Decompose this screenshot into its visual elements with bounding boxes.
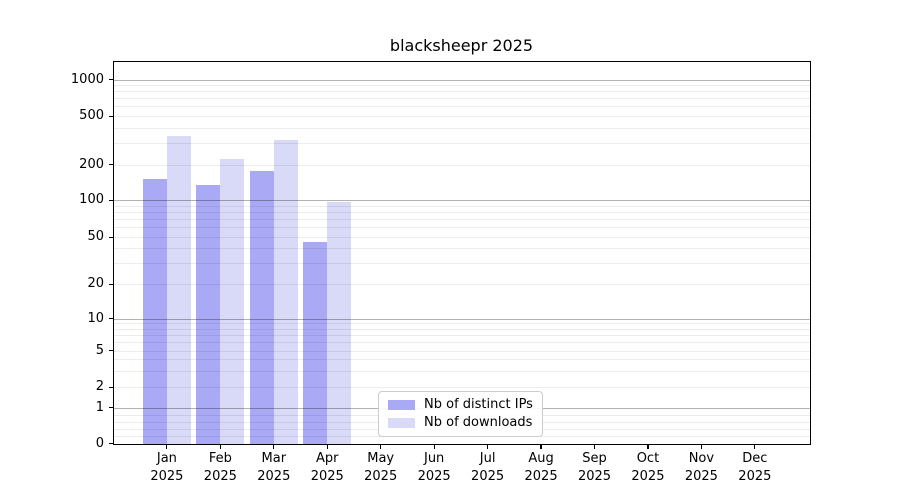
legend-label-0: Nb of distinct IPs — [424, 397, 533, 412]
y-tick-label: 10 — [87, 310, 104, 326]
y-tick-label: 2 — [95, 379, 104, 394]
gridline-minor — [114, 237, 810, 238]
x-tick-mark — [166, 445, 168, 449]
x-tick-label-may: May 2025 — [364, 451, 398, 484]
chart-title: blacksheepr 2025 — [389, 36, 534, 55]
x-tick-label-jan: Jan 2025 — [150, 451, 184, 484]
y-tick-mark — [109, 79, 113, 81]
x-tick-label-aug: Aug 2025 — [524, 451, 558, 484]
x-tick-mark — [487, 445, 489, 449]
x-tick-label-apr: Apr 2025 — [310, 451, 344, 484]
x-tick-label-nov: Nov 2025 — [684, 451, 718, 484]
gridline-minor — [114, 334, 810, 336]
y-tick-mark — [109, 350, 113, 352]
x-tick-label-dec: Dec 2025 — [738, 451, 772, 484]
x-tick-mark — [700, 445, 702, 449]
gridline-minor — [114, 323, 810, 325]
x-tick-label-mar: Mar 2025 — [257, 451, 291, 484]
bar-distinct-ips-mar — [249, 171, 274, 445]
bar-distinct-ips-feb — [196, 184, 221, 445]
gridline-minor — [114, 106, 810, 108]
y-tick-label: 5 — [95, 342, 104, 358]
gridline-minor — [114, 98, 810, 100]
gridline-minor — [114, 91, 810, 93]
gridline-minor — [114, 387, 810, 388]
x-tick-label-oct: Oct 2025 — [631, 451, 665, 484]
y-tick-mark — [109, 115, 113, 117]
y-tick-mark — [109, 236, 113, 238]
x-tick-label-jun: Jun 2025 — [417, 451, 451, 484]
gridline-minor — [114, 248, 810, 250]
gridline-minor — [114, 350, 810, 352]
legend-item-downloads: Nb of downloads — [388, 415, 533, 430]
y-tick-mark — [109, 164, 113, 166]
gridline-minor — [114, 116, 810, 117]
x-tick-mark — [273, 445, 275, 449]
x-tick-label-sep: Sep 2025 — [577, 451, 612, 484]
gridline-minor — [114, 342, 810, 344]
gridline-minor — [114, 263, 810, 265]
y-tick-mark — [109, 407, 113, 409]
x-tick-mark — [540, 445, 542, 449]
y-tick-label: 1000 — [70, 71, 104, 87]
y-tick-mark — [109, 318, 113, 320]
x-tick-label-feb: Feb 2025 — [203, 451, 237, 484]
legend-swatch-1 — [388, 417, 415, 428]
y-tick-label: 20 — [87, 276, 104, 291]
legend-label-1: Nb of downloads — [424, 415, 533, 430]
y-tick-mark — [109, 443, 113, 445]
bar-downloads-apr — [327, 202, 352, 445]
x-tick-mark — [593, 445, 596, 449]
y-tick-label: 200 — [79, 156, 104, 172]
y-tick-label: 500 — [79, 108, 104, 123]
x-tick-mark — [219, 445, 221, 449]
y-tick-label: 50 — [87, 229, 104, 244]
x-tick-label-jul: Jul 2025 — [471, 451, 505, 484]
y-tick-mark — [109, 199, 113, 201]
y-tick-label: 0 — [95, 435, 104, 451]
bar-downloads-jan — [166, 136, 191, 445]
gridline-major — [114, 200, 810, 201]
gridline-minor — [114, 85, 810, 87]
bar-distinct-ips-apr — [303, 242, 328, 445]
y-tick-label: 100 — [79, 192, 104, 207]
bar-distinct-ips-jan — [142, 179, 167, 445]
x-tick-mark — [647, 445, 649, 449]
y-tick-label: 1 — [95, 399, 104, 415]
bar-downloads-mar — [273, 140, 298, 445]
gridline-minor — [114, 143, 810, 145]
gridline-minor — [114, 211, 810, 213]
x-tick-mark — [754, 445, 756, 449]
legend-swatch-0 — [388, 399, 415, 410]
legend: Nb of distinct IPs Nb of downloads — [378, 391, 543, 437]
x-tick-mark — [326, 445, 328, 449]
gridline-minor — [114, 359, 810, 361]
gridline-minor — [114, 164, 810, 166]
gridline-minor — [114, 219, 810, 221]
gridline-minor — [114, 284, 810, 285]
gridline-minor — [114, 127, 810, 129]
y-tick-mark — [109, 283, 113, 285]
y-tick-mark — [109, 386, 113, 388]
gridline-major — [114, 79, 810, 81]
gridline-minor — [114, 205, 810, 207]
gridline-minor — [114, 328, 810, 330]
bar-downloads-feb — [220, 159, 245, 445]
x-tick-mark — [380, 445, 382, 449]
gridline-minor — [114, 227, 810, 229]
gridline-minor — [114, 370, 810, 372]
legend-item-distinct-ips: Nb of distinct IPs — [388, 397, 533, 412]
gridline-major — [114, 318, 810, 320]
x-tick-mark — [433, 445, 435, 449]
